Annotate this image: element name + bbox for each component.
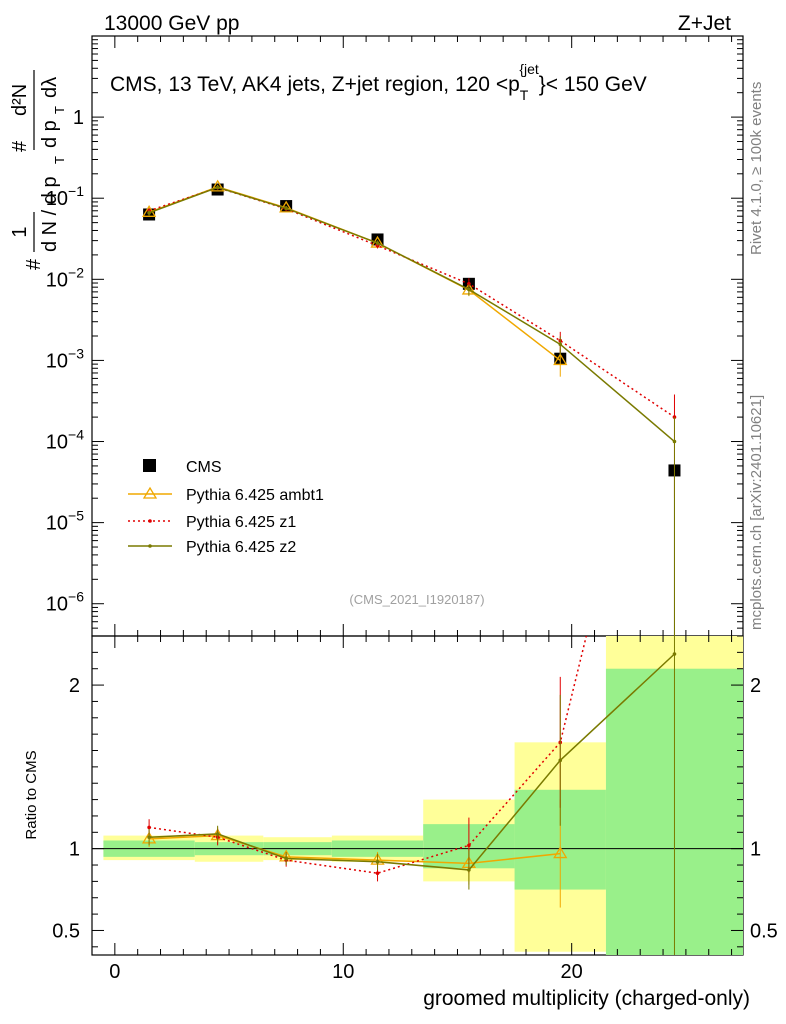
ratio-marker-z2	[375, 859, 380, 864]
y-tick-label: 10−2	[46, 264, 84, 291]
legend-cms-label: CMS	[186, 459, 222, 476]
main-axis-ticks: 1 10−1 10−2 10−3 10−4 10−5 10−6	[46, 35, 743, 955]
x-tick-label: 20	[561, 961, 583, 983]
y-tick-label: 10−4	[46, 427, 84, 454]
x-axis-label: groomed multiplicity (charged-only)	[423, 987, 750, 1010]
mc-marker-z2	[558, 342, 563, 347]
ratio-marker-z2	[215, 832, 220, 836]
y-tick-label: 10−3	[46, 345, 84, 372]
x-tick-label: 10	[332, 961, 354, 983]
ratio-series	[141, 274, 677, 955]
ratio-marker-z1	[147, 825, 151, 830]
main-title: CMS, 13 TeV, AK4 jets, Z+jet region, 120…	[110, 61, 647, 103]
title-sup: {jet	[519, 61, 539, 77]
ratio-tick-label-right: 2	[750, 675, 761, 697]
legend-ambt1-marker	[142, 486, 158, 499]
ratio-marker-z2	[672, 652, 677, 656]
y-tick-label: 1	[73, 107, 84, 129]
ratio-marker-z2	[467, 868, 471, 872]
ratio-tick-label-left: 1	[69, 839, 80, 861]
legend-cms-marker	[143, 459, 156, 472]
header-right: Z+Jet	[678, 12, 731, 35]
mc-marker-ambt1	[210, 179, 225, 192]
ratio-marker-z2	[147, 835, 151, 840]
title-post: }< 150 GeV	[539, 73, 647, 96]
mc-marker-z2	[284, 206, 288, 211]
ylabel-bottom: d p	[39, 120, 61, 148]
legend-z1-label: Pythia 6.425 z1	[186, 514, 296, 531]
ratio-axis-ticks: 0.5 0.51 12 20 10 20	[52, 651, 778, 983]
mc-marker-z2	[215, 185, 220, 190]
ratio-marker-ambt1	[553, 846, 568, 859]
legend-ambt1-label: Pythia 6.425 ambt1	[186, 487, 324, 504]
legend: CMS Pythia 6.425 ambt1 Pythia 6.425 z1 P…	[128, 459, 324, 556]
ylabel-frac-den: d N / d p	[39, 176, 61, 252]
ylabel-t2: T	[52, 106, 67, 114]
y-tick-label: 10−5	[46, 508, 84, 535]
ratio-tick-label-right: 0.5	[750, 920, 778, 942]
mc-marker-z2	[467, 287, 471, 292]
ratio-tick-label-right: 1	[750, 839, 761, 861]
ratio-tick-label-left: 0.5	[52, 920, 80, 942]
title-pre: CMS, 13 TeV, AK4 jets, Z+jet region, 120…	[110, 73, 520, 96]
mc-line-z2	[148, 186, 675, 443]
main-series	[141, 179, 681, 636]
legend-z2-label: Pythia 6.425 z2	[186, 539, 296, 556]
mc-line-ambt1	[148, 186, 561, 362]
ratio-y-label: Ratio to CMS	[23, 750, 40, 839]
legend-z1-marker	[148, 519, 152, 523]
mc-marker-z2	[375, 241, 380, 245]
ratio-marker-z2	[284, 856, 288, 861]
ratio-marker-z1	[673, 274, 677, 278]
ylabel-top: d²N	[9, 84, 31, 116]
ratio-series-clipped	[141, 274, 677, 955]
ratio-tick-label-left: 2	[69, 675, 80, 697]
rivet-version-text: Rivet 4.1.0, ≥ 100k events	[748, 82, 765, 255]
ylabel-frac-num: 1	[9, 226, 31, 237]
mc-marker-z2	[672, 439, 677, 444]
title-sub: T	[520, 87, 529, 103]
ylabel-hash1: #	[23, 258, 45, 270]
analysis-watermark: (CMS_2021_I1920187)	[349, 592, 484, 607]
header-left: 13000 GeV pp	[104, 12, 239, 35]
mc-line-z1	[148, 186, 675, 418]
ratio-line-ambt1	[149, 834, 561, 865]
mc-marker-ambt1	[553, 353, 568, 366]
main-y-label: # 1 d N / d p T # d²N d p T dλ	[9, 70, 67, 270]
ylabel-hash2: #	[9, 140, 31, 152]
ylabel-t1: T	[52, 156, 67, 164]
mcplots-text: mcplots.cern.ch [arXiv:2401.10621]	[748, 395, 765, 630]
y-tick-label: 10−1	[46, 183, 84, 210]
legend-z2-marker	[148, 544, 152, 548]
x-tick-label: 0	[109, 961, 120, 983]
ratio-marker-z1	[375, 871, 380, 876]
mc-marker-z2	[147, 211, 151, 215]
mc-marker-z1	[467, 282, 471, 286]
y-tick-label: 10−6	[46, 589, 84, 616]
ratio-marker-z2	[558, 758, 563, 763]
ratio-bands	[92, 636, 743, 955]
ratio-marker-z1	[467, 843, 471, 848]
ylabel-lambda: dλ	[39, 77, 61, 98]
